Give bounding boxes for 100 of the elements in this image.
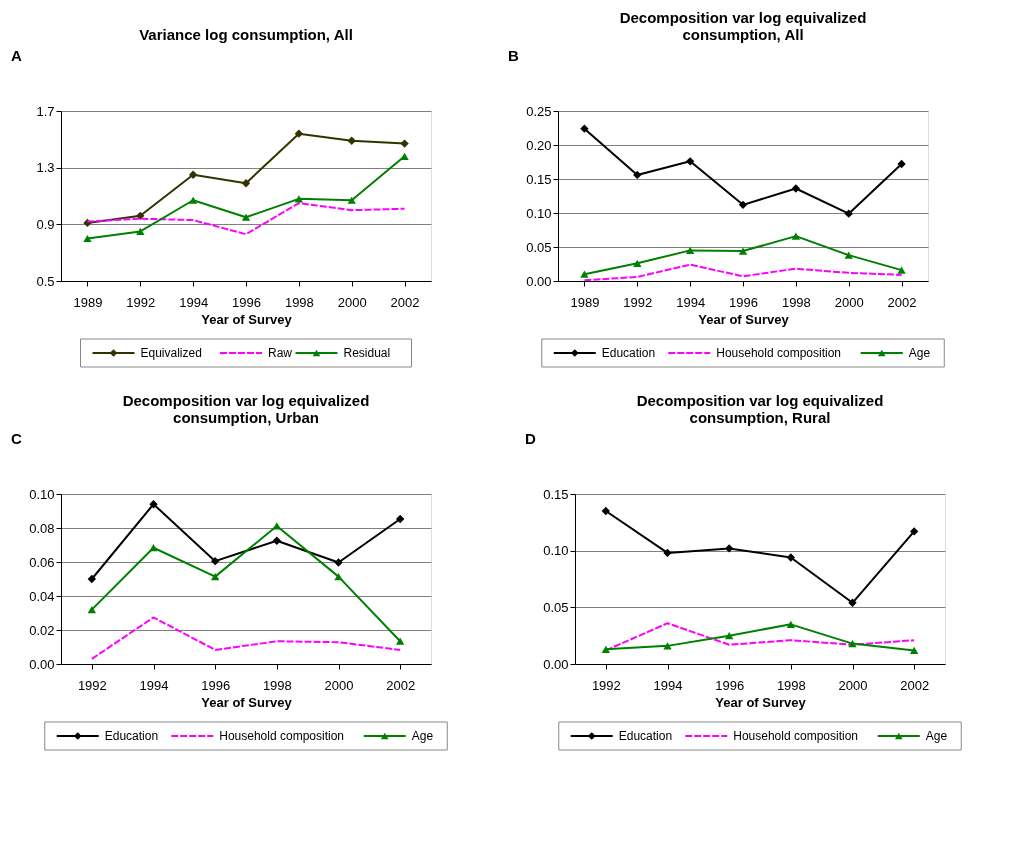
x-tick-label: 1989 <box>570 294 600 310</box>
point <box>633 259 642 267</box>
point <box>347 136 356 145</box>
point <box>395 637 405 645</box>
text: B <box>508 47 519 64</box>
chart-title: Variance log consumption, All <box>139 26 353 43</box>
chart-title: Decomposition var log equivalized consumption, Rural <box>636 392 884 426</box>
point <box>87 605 97 614</box>
x-tick-label: 1992 <box>623 294 653 310</box>
legend-label: Household composition <box>716 346 841 360</box>
x-axis-title: Year of Survey <box>201 311 293 327</box>
y-tick-label: 0.08 <box>29 520 55 536</box>
point <box>848 598 857 607</box>
line-series <box>90 616 402 660</box>
y-tick-label: 0.5 <box>36 273 55 289</box>
x-tick-label: 1998 <box>262 677 292 693</box>
point <box>395 514 405 524</box>
point <box>580 270 589 278</box>
y-tick-label: 0.00 <box>29 656 55 672</box>
point <box>136 227 145 236</box>
chart-title: Decomposition var log equivalized consumption, All <box>619 9 867 43</box>
point <box>844 251 853 259</box>
y-tick-label: 1.3 <box>36 160 55 176</box>
y-tick-label: 0.05 <box>526 239 552 255</box>
point <box>400 152 409 160</box>
x-tick-label: 1996 <box>201 677 231 693</box>
y-tick-label: 0.15 <box>526 171 552 187</box>
x-tick-label: 2000 <box>838 677 868 693</box>
y-tick-label: 0.10 <box>543 543 569 559</box>
y-tick-label: 0.00 <box>543 656 569 672</box>
x-tick-label: 1996 <box>729 294 758 310</box>
point <box>663 548 672 558</box>
x-tick-label: 2002 <box>390 294 420 310</box>
legend-label: Residual <box>343 346 391 360</box>
point <box>844 209 853 218</box>
point <box>909 646 919 655</box>
y-tick-label: 0.05 <box>543 599 569 615</box>
x-tick-label: 1992 <box>77 677 107 693</box>
point <box>241 213 251 221</box>
legend-label: Household composition <box>219 729 344 743</box>
point <box>738 247 748 255</box>
x-tick-label: 2000 <box>324 677 354 693</box>
x-tick-label: 2000 <box>337 294 367 310</box>
y-tick-label: 0.20 <box>526 137 552 153</box>
text: A <box>11 47 22 64</box>
legend-label: Equivalized <box>140 346 202 360</box>
point <box>724 544 734 553</box>
y-tick-label: 0.15 <box>543 486 569 502</box>
x-tick-label: 1994 <box>179 294 209 310</box>
point <box>210 556 220 566</box>
legend-label: Raw <box>268 346 293 360</box>
point <box>685 157 695 166</box>
point <box>601 506 611 516</box>
legend-label: Age <box>925 729 948 743</box>
y-tick-label: 0.9 <box>36 216 55 232</box>
y-tick-label: 0.06 <box>29 554 55 570</box>
point <box>347 196 356 204</box>
x-tick-label: 1998 <box>781 294 811 310</box>
legend-label: Household composition <box>733 729 858 743</box>
x-tick-label: 2002 <box>900 677 930 693</box>
point <box>149 544 158 552</box>
point <box>272 536 282 545</box>
x-tick-label: 1998 <box>776 677 806 693</box>
x-axis-title: Year of Survey <box>698 311 790 327</box>
point <box>580 124 589 133</box>
point <box>136 211 145 221</box>
point <box>400 139 409 148</box>
legend-label: Education <box>601 346 656 360</box>
text: C <box>11 430 22 447</box>
point <box>738 200 748 210</box>
point <box>909 527 919 536</box>
point <box>188 170 198 179</box>
point <box>334 573 343 581</box>
x-tick-label: 1992 <box>591 677 621 693</box>
x-tick-label: 1989 <box>73 294 103 310</box>
legend-label: Education <box>104 729 159 743</box>
y-tick-label: 0.10 <box>29 486 55 502</box>
point <box>149 500 158 509</box>
legend-label: Age <box>908 346 931 360</box>
chart-title: Decomposition var log equivalized consumption, Urban <box>122 392 370 426</box>
y-tick-label: 0.25 <box>526 103 552 119</box>
y-tick-label: 0.04 <box>29 588 55 604</box>
text: D <box>525 430 536 447</box>
x-tick-label: 1994 <box>139 677 169 693</box>
point <box>601 645 611 653</box>
x-tick-label: 2002 <box>887 294 917 310</box>
y-tick-label: 0.02 <box>29 622 55 638</box>
y-tick-label: 0.10 <box>526 205 552 221</box>
point <box>897 266 906 274</box>
point <box>786 620 796 628</box>
point <box>334 558 343 567</box>
point <box>791 232 801 240</box>
point <box>294 129 304 138</box>
y-tick-label: 1.7 <box>36 103 55 119</box>
x-tick-label: 1994 <box>653 677 683 693</box>
x-axis-title: Year of Survey <box>715 694 807 710</box>
point <box>685 246 695 255</box>
x-tick-label: 1996 <box>715 677 745 693</box>
x-tick-label: 2000 <box>834 294 864 310</box>
point <box>791 184 801 193</box>
